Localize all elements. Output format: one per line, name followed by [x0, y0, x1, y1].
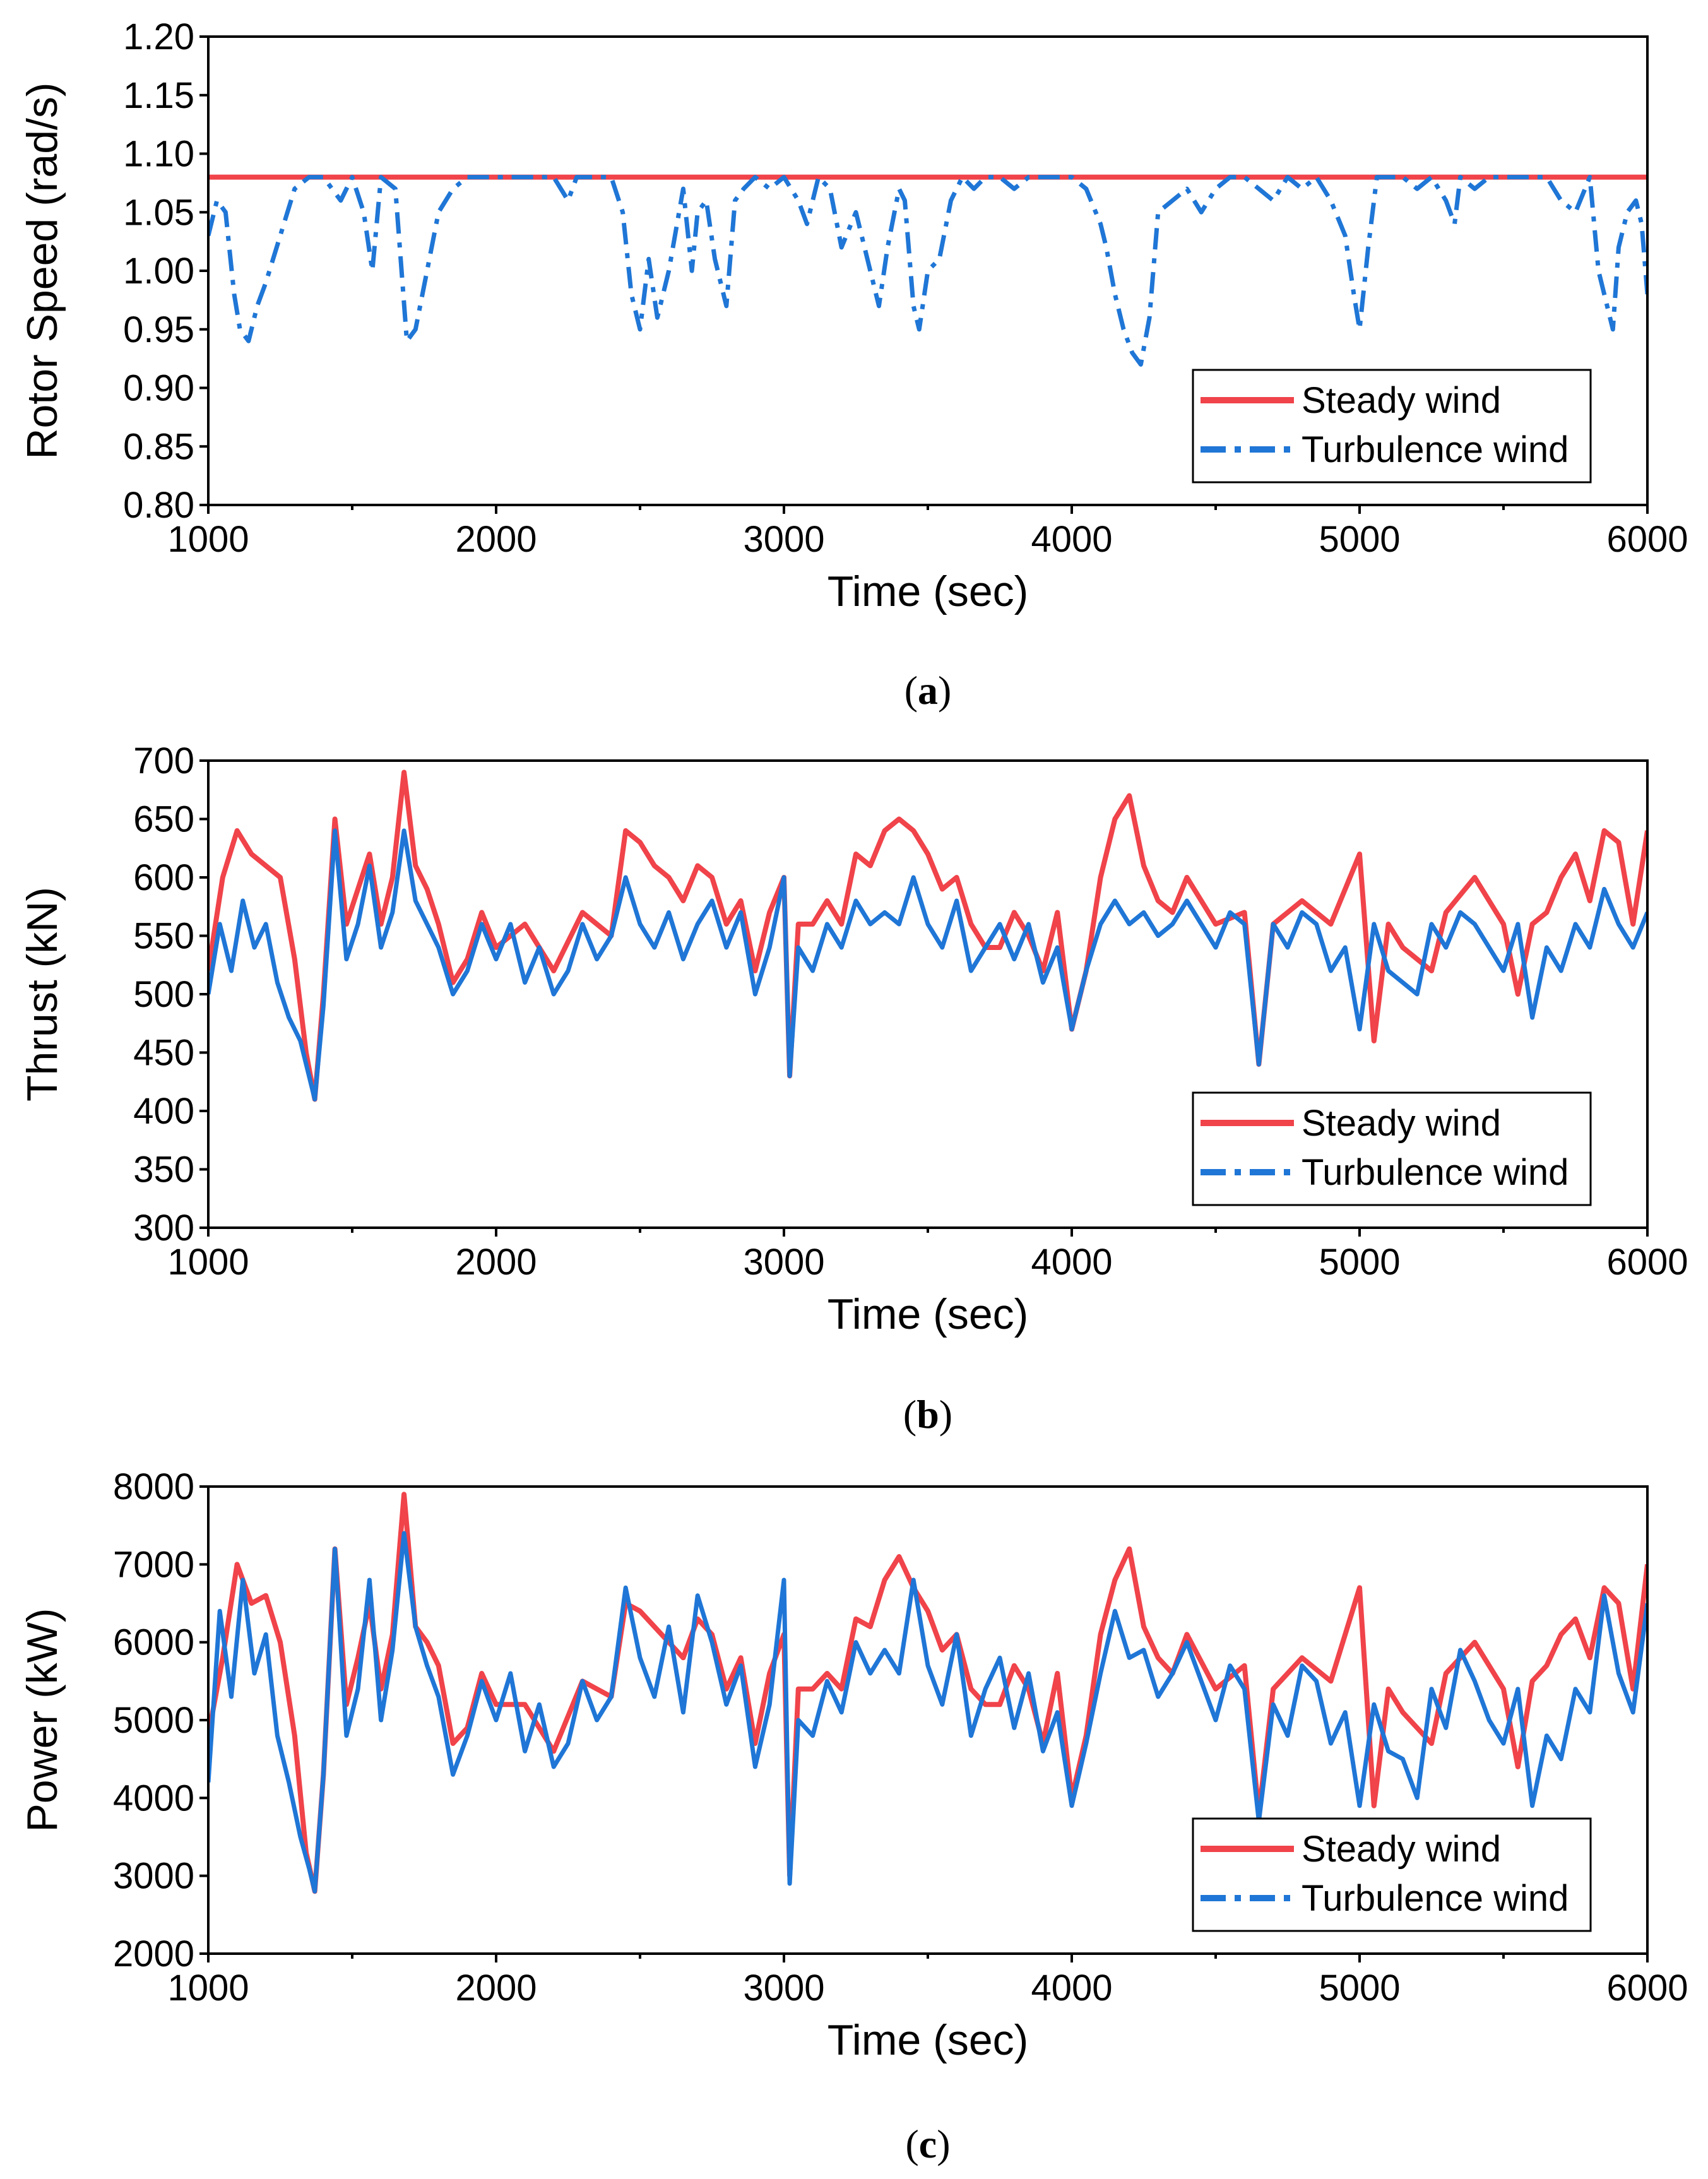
y-tick-label: 1.10: [123, 134, 194, 175]
y-tick-label: 0.80: [123, 485, 194, 526]
y-axis-title: Thrust (kN): [18, 887, 66, 1101]
x-tick-label: 5000: [1319, 519, 1400, 560]
y-tick-label: 0.85: [123, 426, 194, 467]
y-tick-label: 0.90: [123, 368, 194, 409]
panel-caption: (a): [904, 668, 952, 713]
chart-a: 1000 2000 3000 4000 5000 6000 0.80 0.85 0.90 0.95…: [18, 16, 1688, 713]
y-tick-label: 600: [133, 857, 194, 898]
series-line-steady: [208, 769, 1647, 1102]
x-tick-label: 3000: [743, 519, 824, 560]
y-tick-label: 1.00: [123, 251, 194, 292]
x-axis-title: Time (sec): [827, 1290, 1029, 1338]
legend-box: [1192, 1091, 1592, 1206]
y-tick-label: 7000: [113, 1544, 194, 1585]
y-tick-label: 450: [133, 1033, 194, 1074]
y-tick-label: 700: [133, 740, 194, 781]
x-tick-label: 3000: [743, 1968, 824, 2009]
x-tick-label: 3000: [743, 1242, 824, 1283]
x-tick-label: 5000: [1319, 1242, 1400, 1283]
legend-label-steady: Steady wind: [1302, 1103, 1501, 1144]
x-axis-title: Time (sec): [827, 2016, 1029, 2064]
y-tick-label: 5000: [113, 1700, 194, 1741]
legend-label-turbulence: Turbulence wind: [1302, 1152, 1569, 1193]
y-tick-label: 550: [133, 916, 194, 957]
x-tick-label: 2000: [455, 1968, 537, 2009]
x-tick-label: 1000: [167, 1968, 249, 2009]
y-tick-label: 300: [133, 1208, 194, 1249]
chart-c: 1000 2000 3000 4000 5000 60002000300040005000…: [18, 1466, 1688, 2166]
y-tick-label: 1.15: [123, 75, 194, 116]
series-line-steady: [208, 1492, 1647, 1894]
legend: Steady wind Turbulence wind: [1192, 369, 1592, 484]
x-tick-label: 2000: [455, 1242, 537, 1283]
y-tick-label: 6000: [113, 1622, 194, 1663]
y-axis-title: Rotor Speed (rad/s): [18, 82, 66, 459]
x-tick-label: 1000: [167, 519, 249, 560]
legend: Steady wind Turbulence wind: [1192, 1091, 1592, 1206]
x-tick-label: 4000: [1031, 1968, 1112, 2009]
chart-b: 1000 2000 3000 4000 5000 6000 300 350 400 450 500 5…: [18, 740, 1688, 1437]
y-axis-title: Power (kW): [18, 1608, 66, 1832]
panel-caption: (b): [903, 1392, 952, 1437]
legend-box: [1192, 1817, 1592, 1932]
y-tick-label: 350: [133, 1149, 194, 1190]
legend-label-steady: Steady wind: [1302, 1829, 1501, 1870]
y-tick-label: 3000: [113, 1856, 194, 1897]
y-tick-label: 8000: [113, 1466, 194, 1507]
x-tick-label: 5000: [1319, 1968, 1400, 2009]
legend-label-turbulence: Turbulence wind: [1302, 429, 1569, 470]
legend-label-steady: Steady wind: [1302, 380, 1501, 421]
y-tick-label: 0.95: [123, 309, 194, 350]
x-tick-label: 1000: [167, 1242, 249, 1283]
series-line-turbulence: [208, 175, 1647, 367]
series-line-turbulence: [208, 1531, 1647, 1894]
panel-caption: (c): [905, 2122, 950, 2166]
x-tick-label: 2000: [455, 519, 537, 560]
x-tick-label: 6000: [1606, 1968, 1688, 2009]
x-tick-label: 6000: [1606, 1242, 1688, 1283]
x-tick-label: 6000: [1606, 519, 1688, 560]
legend-label-turbulence: Turbulence wind: [1302, 1878, 1569, 1919]
x-tick-label: 4000: [1031, 1242, 1112, 1283]
y-tick-label: 500: [133, 974, 194, 1015]
y-tick-label: 1.05: [123, 192, 194, 233]
x-tick-label: 4000: [1031, 519, 1112, 560]
y-tick-label: 1.20: [123, 16, 194, 57]
legend: Steady wind Turbulence wind: [1192, 1817, 1592, 1932]
y-tick-label: 650: [133, 799, 194, 840]
y-tick-label: 2000: [113, 1933, 194, 1974]
series-line-turbulence: [208, 828, 1647, 1101]
y-tick-label: 4000: [113, 1778, 194, 1819]
x-axis-title: Time (sec): [827, 567, 1029, 615]
y-tick-label: 400: [133, 1091, 194, 1132]
legend-box: [1192, 369, 1592, 484]
